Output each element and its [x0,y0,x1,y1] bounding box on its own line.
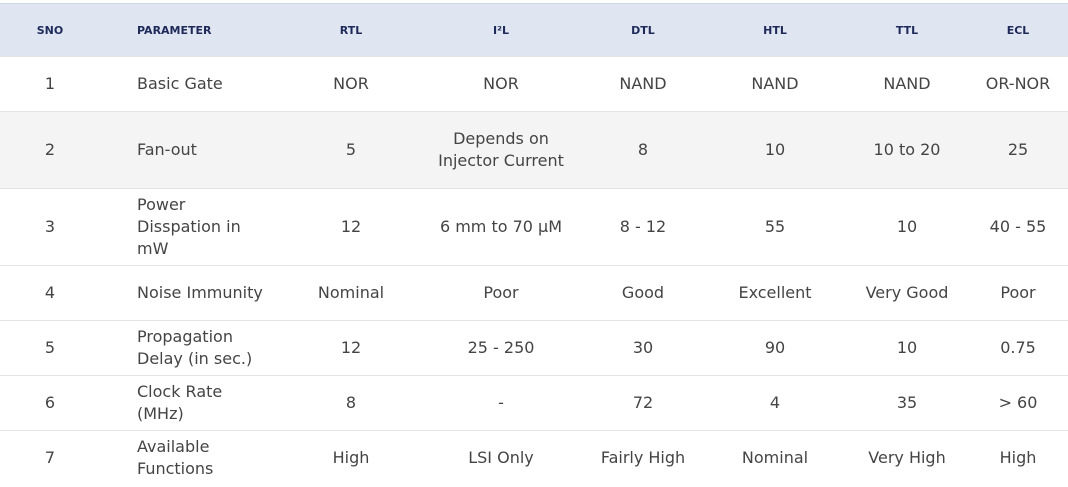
table-cell: 1 [0,56,100,112]
table-cell: 2 [0,111,100,189]
table-cell: 40 - 55 [968,188,1068,266]
table-cell: 25 [968,111,1068,189]
column-header: HTL [704,3,846,57]
table-cell: 7 [0,430,100,485]
column-header: PARAMETER [100,3,282,57]
table-row: 1 Basic Gate NOR NOR NAND NAND NAND OR-NOR [0,56,1068,112]
table-cell: 30 [582,320,704,376]
table-cell: 55 [704,188,846,266]
table-cell: Propagation Delay (in sec.) [100,320,282,376]
table-cell: - [420,375,582,431]
table-cell: Nominal [704,430,846,485]
column-header: SNO [0,3,100,57]
column-header: ECL [968,3,1068,57]
table-cell: 10 [846,188,968,266]
table-cell: NOR [420,56,582,112]
table-row: 7 Available Functions High LSI Only Fairly H… [0,430,1068,485]
table-cell: Poor [420,265,582,321]
table-cell: Fairly High [582,430,704,485]
page: SNO PARAMETER RTL I²L DTL HTL TTL ECL 1 Basic Ga… [0,3,1068,487]
table-cell: 10 [704,111,846,189]
table-cell: 5 [282,111,420,189]
column-header: TTL [846,3,968,57]
column-header: I²L [420,3,582,57]
table-cell: 3 [0,188,100,266]
table-cell: 4 [0,265,100,321]
table-row: 5 Propagation Delay (in sec.) 12 25 - 250 30… [0,320,1068,376]
table-cell: 6 [0,375,100,431]
table-cell: 90 [704,320,846,376]
table-cell: Available Functions [100,430,282,485]
table-cell: 8 [582,111,704,189]
table-cell: Noise Immunity [100,265,282,321]
table-cell: Depends on Injector Current [420,111,582,189]
table-cell: 10 [846,320,968,376]
table-cell: 25 - 250 [420,320,582,376]
table-cell: NOR [282,56,420,112]
table-cell: > 60 [968,375,1068,431]
table-cell: 5 [0,320,100,376]
table-row: 4 Noise Immunity Nominal Poor Good Excellent V… [0,265,1068,321]
table-cell: LSI Only [420,430,582,485]
table-cell: NAND [846,56,968,112]
table-cell: 10 to 20 [846,111,968,189]
table-cell: High [968,430,1068,485]
header-row: SNO PARAMETER RTL I²L DTL HTL TTL ECL [0,3,1068,57]
table-cell: NAND [704,56,846,112]
table-cell: Basic Gate [100,56,282,112]
table-cell: 12 [282,320,420,376]
table-cell: 12 [282,188,420,266]
comparison-table: SNO PARAMETER RTL I²L DTL HTL TTL ECL 1 Basic Ga… [0,3,1068,485]
table-cell: NAND [582,56,704,112]
column-header: RTL [282,3,420,57]
table-cell: High [282,430,420,485]
table-cell: Fan-out [100,111,282,189]
table-cell: Good [582,265,704,321]
table-cell: 4 [704,375,846,431]
table-cell: 8 [282,375,420,431]
table-cell: OR-NOR [968,56,1068,112]
table-cell: 6 mm to 70 μM [420,188,582,266]
table-cell: 35 [846,375,968,431]
table-row: 2 Fan-out 5 Depends on Injector Current 8 10 1… [0,111,1068,189]
table-cell: Excellent [704,265,846,321]
table-body: 1 Basic Gate NOR NOR NAND NAND NAND OR-NOR 2 Fan-… [0,56,1068,485]
table-cell: Clock Rate (MHz) [100,375,282,431]
table-cell: Nominal [282,265,420,321]
table-cell: Very High [846,430,968,485]
table-cell: 8 - 12 [582,188,704,266]
table-cell: 72 [582,375,704,431]
table-cell: Poor [968,265,1068,321]
table-row: 6 Clock Rate (MHz) 8-72 4 35 > 60 [0,375,1068,431]
table-row: 3 Power Disspation in mW 12 6 mm to 70 μM 8 … [0,188,1068,266]
table-cell: 0.75 [968,320,1068,376]
table-cell: Power Disspation in mW [100,188,282,266]
column-header: DTL [582,3,704,57]
table-cell: Very Good [846,265,968,321]
